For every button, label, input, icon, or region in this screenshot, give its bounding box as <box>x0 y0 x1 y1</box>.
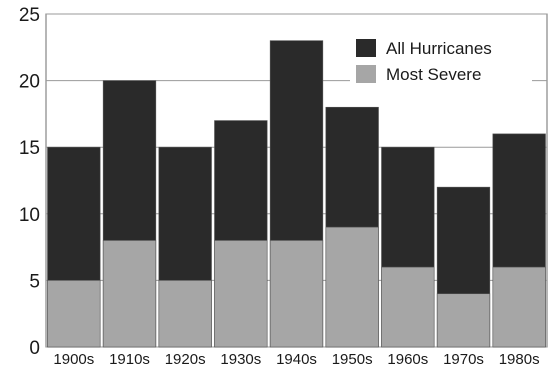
y-tick-label: 0 <box>29 338 40 359</box>
x-tick-label: 1960s <box>387 351 428 368</box>
axes: 0 5 10 15 20 25 1900s 1910s 1920s 1930s 1940s 1950s… <box>19 5 540 368</box>
bar-most-severe <box>325 226 379 348</box>
bar-most-severe <box>102 240 157 348</box>
x-tick-label: 1970s <box>443 351 484 368</box>
y-tick-label: 10 <box>19 205 40 226</box>
legend-swatch <box>356 65 376 83</box>
x-tick-label: 1900s <box>53 351 94 368</box>
x-tick-label: 1940s <box>276 351 317 368</box>
y-tick-label: 25 <box>19 5 40 26</box>
bar-most-severe <box>214 240 268 348</box>
bar-most-severe <box>47 280 101 348</box>
y-tick-label: 20 <box>19 72 40 93</box>
bar-most-severe <box>381 266 435 348</box>
legend: All Hurricanes Most Severe <box>350 34 532 86</box>
legend-box <box>350 34 532 86</box>
bar-most-severe <box>492 266 546 348</box>
x-tick-label: 1930s <box>220 351 261 368</box>
y-tick-label: 15 <box>19 138 40 159</box>
bars <box>47 40 546 348</box>
legend-swatch <box>356 39 376 57</box>
x-tick-label: 1910s <box>109 351 150 368</box>
legend-label: All Hurricanes <box>386 39 492 58</box>
y-tick-label: 5 <box>29 271 40 292</box>
x-tick-label: 1920s <box>165 351 206 368</box>
legend-label: Most Severe <box>386 65 481 84</box>
bar-most-severe <box>269 240 324 348</box>
bar-most-severe <box>158 280 212 348</box>
x-tick-label: 1980s <box>499 351 540 368</box>
x-tick-label: 1950s <box>332 351 373 368</box>
bar-most-severe <box>436 293 491 348</box>
